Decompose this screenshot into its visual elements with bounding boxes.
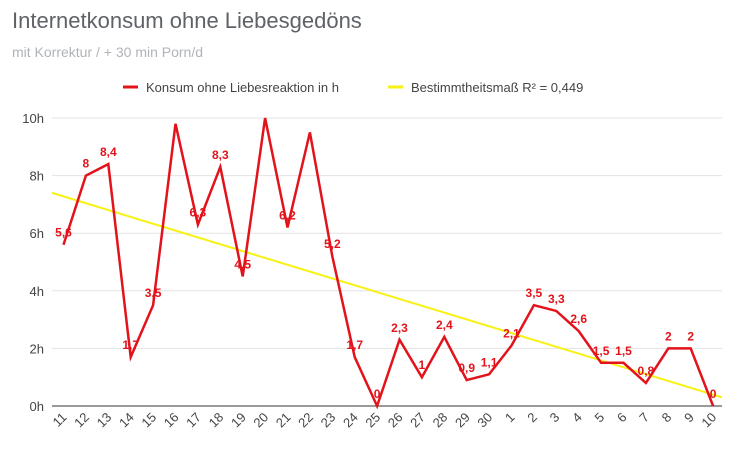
series-layer (62, 117, 715, 410)
data-label: 8,4 (100, 145, 117, 159)
x-axis: 11 12 13 14 15 16 17 18 19 20 21 22 23 24 25 26 27 28 29 30… (49, 410, 719, 431)
data-label: 0 (710, 387, 717, 401)
x-tick-label: 15 (138, 410, 159, 431)
x-tick-label: 27 (407, 410, 428, 431)
data-label: 6,2 (279, 208, 296, 222)
x-tick-label: 16 (161, 410, 182, 431)
x-tick-label: 6 (614, 410, 630, 426)
chart-title: Internetkonsum ohne Liebesgedöns (12, 8, 362, 33)
data-label: 6,3 (190, 206, 207, 220)
data-label: 3,5 (145, 286, 162, 300)
x-tick-label: 1 (502, 410, 518, 426)
x-tick-label: 9 (681, 410, 697, 426)
data-label: 1,1 (481, 355, 498, 369)
data-label: 2,1 (503, 327, 520, 341)
x-tick-label: 2 (524, 410, 540, 426)
x-tick-label: 23 (318, 410, 339, 431)
data-label: 1,7 (122, 338, 139, 352)
legend-label-series: Konsum ohne Liebesreaktion in h (146, 80, 339, 95)
grid (52, 117, 722, 407)
data-label: 1,5 (615, 344, 632, 358)
data-label: 1 (419, 358, 426, 372)
x-tick-label: 10 (698, 410, 719, 431)
y-tick-label: 0h (30, 399, 44, 414)
data-label: 2 (665, 329, 672, 343)
data-label: 3,5 (526, 286, 543, 300)
x-tick-label: 3 (547, 410, 563, 426)
x-tick-label: 20 (250, 410, 271, 431)
data-label: 8,3 (212, 148, 229, 162)
x-tick-label: 28 (430, 410, 451, 431)
legend: Konsum ohne Liebesreaktion in h Bestimmt… (123, 80, 583, 95)
data-label: 2,6 (570, 312, 587, 326)
y-tick-label: 2h (30, 341, 44, 356)
data-label: 3,3 (548, 292, 565, 306)
x-tick-label: 29 (452, 410, 473, 431)
x-tick-label: 7 (636, 410, 652, 426)
data-label: 5,2 (324, 237, 341, 251)
x-tick-label: 4 (569, 410, 585, 426)
data-labels: 5,6 8 8,4 1,7 3,5 6,3 8,3 4,5 6,2 5,2 1,7 0 2,3 1 2,4 0… (55, 145, 717, 401)
y-tick-label: 6h (30, 226, 44, 241)
data-label: 2,3 (391, 321, 408, 335)
series-line (62, 117, 715, 410)
data-label: 2 (687, 329, 694, 343)
x-tick-label: 11 (49, 410, 69, 430)
x-tick-label: 13 (94, 410, 115, 431)
x-tick-label: 14 (116, 410, 137, 431)
x-tick-label: 5 (591, 410, 607, 426)
x-tick-label: 8 (659, 410, 675, 426)
x-tick-label: 19 (228, 410, 249, 431)
x-tick-label: 24 (340, 410, 361, 431)
x-tick-label: 21 (273, 410, 294, 431)
data-label: 8 (83, 157, 90, 171)
x-tick-label: 17 (183, 410, 204, 431)
legend-label-trendline: Bestimmtheitsmaß R² = 0,449 (411, 80, 583, 95)
data-label: 1,7 (346, 338, 363, 352)
chart-subtitle: mit Korrektur / + 30 min Porn/d (12, 44, 204, 60)
y-tick-label: 8h (30, 169, 44, 184)
x-tick-label: 18 (206, 410, 227, 431)
data-label: 5,6 (55, 226, 72, 240)
data-label: 2,4 (436, 318, 453, 332)
x-tick-label: 25 (362, 410, 383, 431)
data-label: 0,9 (458, 361, 475, 375)
x-tick-label: 26 (385, 410, 406, 431)
data-label: 0 (374, 387, 381, 401)
data-label: 1,5 (593, 344, 610, 358)
y-axis: 0h 2h 4h 6h 8h 10h (22, 111, 44, 414)
x-tick-label: 22 (295, 410, 316, 431)
x-tick-label: 12 (71, 410, 92, 431)
data-label: 0,8 (638, 364, 655, 378)
y-tick-label: 4h (30, 284, 44, 299)
x-tick-label: 30 (474, 410, 495, 431)
y-tick-label: 10h (22, 111, 44, 126)
data-label: 4,5 (234, 257, 251, 271)
